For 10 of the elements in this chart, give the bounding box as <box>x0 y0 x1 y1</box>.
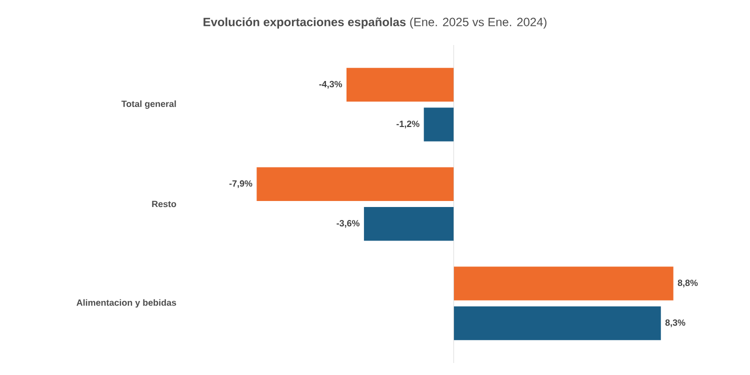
data-label: 8,3% <box>665 319 686 328</box>
data-label: 8,8% <box>678 280 698 288</box>
y-tick-label: Alimentacion y bebidas <box>76 299 176 308</box>
chart-title: Evolución exportaciones españolas (Ene. 2025 vs Ene. 2024) <box>204 17 546 29</box>
y-tick-label: Resto <box>152 200 176 208</box>
data-label: -3,6% <box>336 220 360 228</box>
data-label: -1,2% <box>396 120 420 128</box>
y-tick-label: Total general <box>121 100 176 109</box>
data-label: -7,9% <box>229 180 252 188</box>
data-label: -4,3% <box>319 80 342 89</box>
